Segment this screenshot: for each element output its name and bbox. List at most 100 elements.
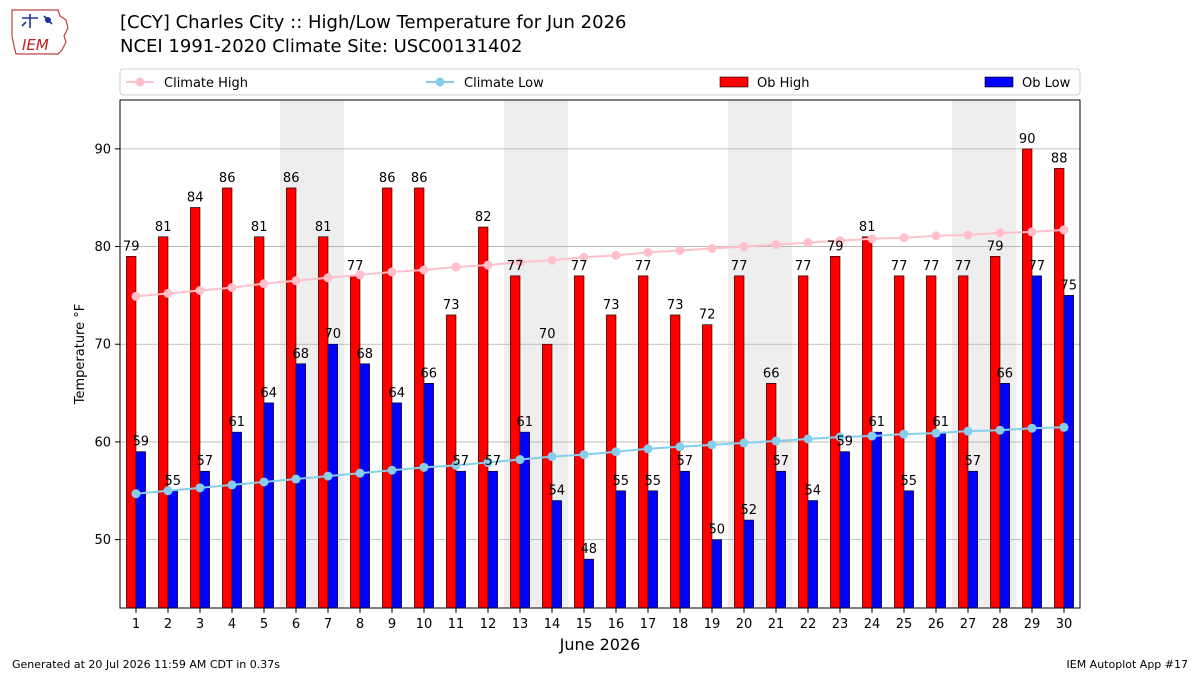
legend-label: Ob Low [1022,76,1071,91]
ob-high-bar-21 [766,383,777,609]
x-tick-label: 30 [1056,617,1073,632]
generated-note: Generated at 20 Jul 2026 11:59 AM CDT in… [12,658,280,671]
ob-high-bar-29 [1022,148,1033,609]
x-tick-label: 6 [292,617,300,632]
ob-low-bar-14 [551,500,562,609]
legend-marker [135,77,145,87]
x-tick-label: 13 [512,617,529,632]
ob-low-value-label: 57 [197,454,214,469]
ob-low-bar-1 [135,451,146,609]
ob-low-value-label: 70 [325,327,342,342]
climate-low-point-29 [1027,423,1037,433]
ob-low-bar-21 [775,470,786,609]
climate-high-point-1 [131,291,141,301]
ob-high-value-label: 79 [987,239,1004,254]
ob-high-bar-23 [830,256,841,609]
ob-low-value-label: 57 [965,454,982,469]
ob-low-value-label: 52 [741,503,758,518]
x-tick-label: 25 [896,617,913,632]
climate-high-point-17 [643,247,653,257]
chart-subtitle: NCEI 1991-2020 Climate Site: USC00131402 [120,36,523,57]
climate-low-point-4 [227,480,237,490]
ob-low-value-label: 55 [165,474,182,489]
ob-low-bar-11 [455,470,466,609]
climate-high-point-21 [771,240,781,250]
climate-high-point-29 [1027,227,1037,237]
ob-low-value-label: 57 [453,454,470,469]
ob-low-value-label: 77 [1029,259,1046,274]
ob-high-value-label: 77 [347,259,364,274]
ob-high-value-label: 77 [731,259,748,274]
ob-high-bar-26 [926,275,937,609]
climate-high-point-2 [163,288,173,298]
climate-low-point-15 [579,450,589,460]
climate-low-point-18 [675,442,685,452]
climate-high-point-25 [899,233,909,243]
climate-high-point-6 [291,276,301,286]
x-tick-label: 1 [132,617,140,632]
legend-item: Climate Low [426,76,544,91]
climate-high-point-8 [355,270,365,280]
climate-high-point-12 [483,260,493,270]
x-tick-label: 23 [832,617,849,632]
ob-high-value-label: 86 [219,171,236,186]
x-tick-label: 15 [576,617,593,632]
ob-low-bar-24 [871,431,882,609]
ob-low-value-label: 50 [709,523,726,538]
ob-low-value-label: 55 [645,474,662,489]
climate-high-point-20 [739,242,749,252]
ob-high-value-label: 77 [571,259,588,274]
ob-high-value-label: 77 [891,259,908,274]
x-tick-label: 21 [768,617,785,632]
climate-low-point-21 [771,436,781,446]
ob-low-value-label: 54 [549,484,566,499]
y-tick-label: 50 [94,533,111,548]
ob-low-bar-2 [167,490,178,609]
ob-low-value-label: 61 [517,415,534,430]
ob-low-bar-9 [391,402,402,609]
climate-high-point-14 [547,255,557,265]
ob-high-value-label: 82 [475,210,492,225]
climate-high-point-24 [867,234,877,244]
chart-title: [CCY] Charles City :: High/Low Temperatu… [120,12,627,33]
x-tick-label: 26 [928,617,945,632]
ob-high-value-label: 81 [315,220,332,235]
climate-low-line [135,426,1065,495]
ob-high-bar-19 [702,324,713,609]
x-tick-label: 24 [864,617,881,632]
ob-high-value-label: 77 [795,259,812,274]
x-tick-label: 8 [356,617,364,632]
ob-low-bar-25 [903,490,914,609]
climate-low-point-16 [611,447,621,457]
x-tick-label: 12 [480,617,497,632]
ob-high-bar-1 [126,256,137,609]
x-tick-label: 10 [416,617,433,632]
ob-high-bar-10 [414,187,425,609]
x-tick-label: 19 [704,617,721,632]
ob-low-bar-29 [1031,275,1042,609]
ob-high-value-label: 77 [923,259,940,274]
ob-high-value-label: 73 [603,298,620,313]
ob-low-value-label: 55 [901,474,918,489]
ob-low-value-label: 61 [933,415,950,430]
climate-high-point-26 [931,231,941,241]
legend-item: Climate High [126,76,248,91]
climate-high-point-28 [995,228,1005,238]
ob-low-bar-20 [743,519,754,609]
climate-low-point-13 [515,455,525,465]
ob-high-bar-14 [542,343,553,609]
climate-low-point-14 [547,452,557,462]
ob-low-bar-8 [359,363,370,609]
climate-low-point-26 [931,428,941,438]
climate-high-point-13 [515,257,525,267]
legend-item: Ob High [719,76,810,91]
ob-low-bar-5 [263,402,274,609]
x-tick-label: 28 [992,617,1009,632]
x-tick-label: 20 [736,617,753,632]
climate-low-point-22 [803,434,813,444]
ob-high-bar-17 [638,275,649,609]
ob-low-value-label: 68 [357,347,374,362]
climate-low-point-20 [739,438,749,448]
x-tick-label: 9 [388,617,396,632]
